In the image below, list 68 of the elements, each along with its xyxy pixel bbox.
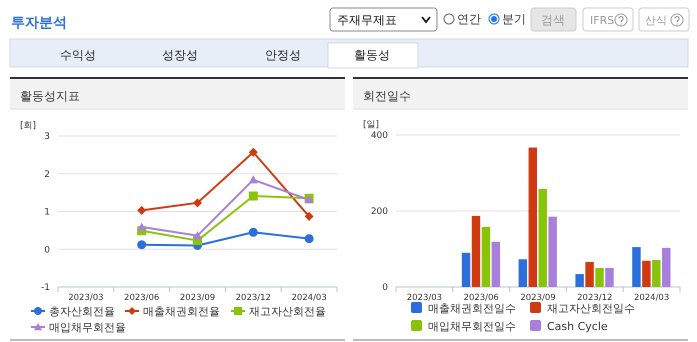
bar — [575, 274, 584, 287]
bar — [548, 216, 557, 287]
x-tick-label: 2023/03 — [68, 293, 104, 303]
text: 산식 — [645, 14, 667, 27]
text: 연간 — [457, 12, 481, 26]
x-tick-label: 2024/03 — [634, 293, 670, 303]
point — [193, 198, 202, 208]
point — [304, 212, 314, 221]
point — [137, 240, 146, 250]
bar — [528, 148, 537, 287]
y-tick-label: 3 — [44, 132, 50, 142]
point — [248, 175, 258, 184]
y-axis-title: [일] — [363, 120, 380, 130]
legend-label: 재고자산회전일수 — [547, 302, 635, 315]
text: 수익성 — [60, 48, 96, 62]
y-tick-label: 0 — [44, 245, 50, 256]
x-tick-label: 2024/03 — [291, 293, 327, 303]
bar — [472, 216, 480, 287]
bar — [632, 247, 641, 287]
text: 투자분석 — [11, 15, 67, 31]
bar — [595, 268, 604, 287]
legend-label: 총자산회전율 — [49, 305, 115, 318]
legend-label: Cash Cycle — [547, 320, 608, 333]
bar — [642, 260, 651, 287]
point — [248, 228, 258, 237]
bar — [585, 262, 594, 287]
x-tick-label: 2023/12 — [236, 293, 271, 303]
y-tick-label: 2 — [44, 170, 50, 180]
text: 주재무제표 — [337, 13, 397, 27]
bar — [662, 248, 670, 287]
text: 검색 — [541, 13, 565, 27]
y-axis-title: [회] — [20, 121, 36, 131]
point — [248, 192, 258, 201]
legend-label: 매입채무회전일수 — [428, 320, 516, 333]
y-tick-label: 400 — [370, 131, 388, 141]
x-tick-label: 2023/03 — [406, 293, 442, 303]
legend-label: 재고자산회전율 — [249, 305, 326, 318]
y-tick-label: 0 — [382, 283, 388, 293]
bar — [518, 259, 528, 287]
y-tick-label: 200 — [370, 207, 388, 217]
point — [137, 206, 146, 215]
bar — [652, 260, 661, 287]
legend-label: 매출채권회전율 — [143, 305, 220, 318]
point — [248, 148, 258, 157]
x-tick-label: 2023/09 — [180, 293, 216, 303]
text: 분기 — [502, 12, 526, 26]
x-tick-label: 2023/09 — [520, 293, 556, 303]
chart-title: 활동성지표 — [20, 89, 80, 103]
text: 활동성 — [354, 48, 390, 62]
text: 성장성 — [162, 48, 198, 62]
y-tick-label: -1 — [41, 283, 50, 293]
x-tick-label: 2023/12 — [577, 293, 612, 303]
point — [304, 234, 314, 244]
bar — [605, 268, 614, 287]
x-tick-label: 2023/06 — [124, 293, 160, 303]
x-tick-label: 2023/06 — [464, 293, 499, 303]
text: 안정성 — [265, 48, 301, 62]
bar — [538, 188, 547, 287]
bar — [482, 226, 490, 287]
chart-title: 회전일수 — [363, 89, 411, 103]
text: IFRS — [590, 14, 614, 27]
bar — [492, 242, 500, 287]
y-tick-label: 1 — [44, 208, 50, 218]
legend-label: 매출채권회전일수 — [428, 302, 516, 315]
point — [193, 231, 202, 240]
legend-label: 매입채무회전율 — [49, 321, 126, 334]
bar — [462, 252, 470, 287]
point — [137, 222, 146, 231]
